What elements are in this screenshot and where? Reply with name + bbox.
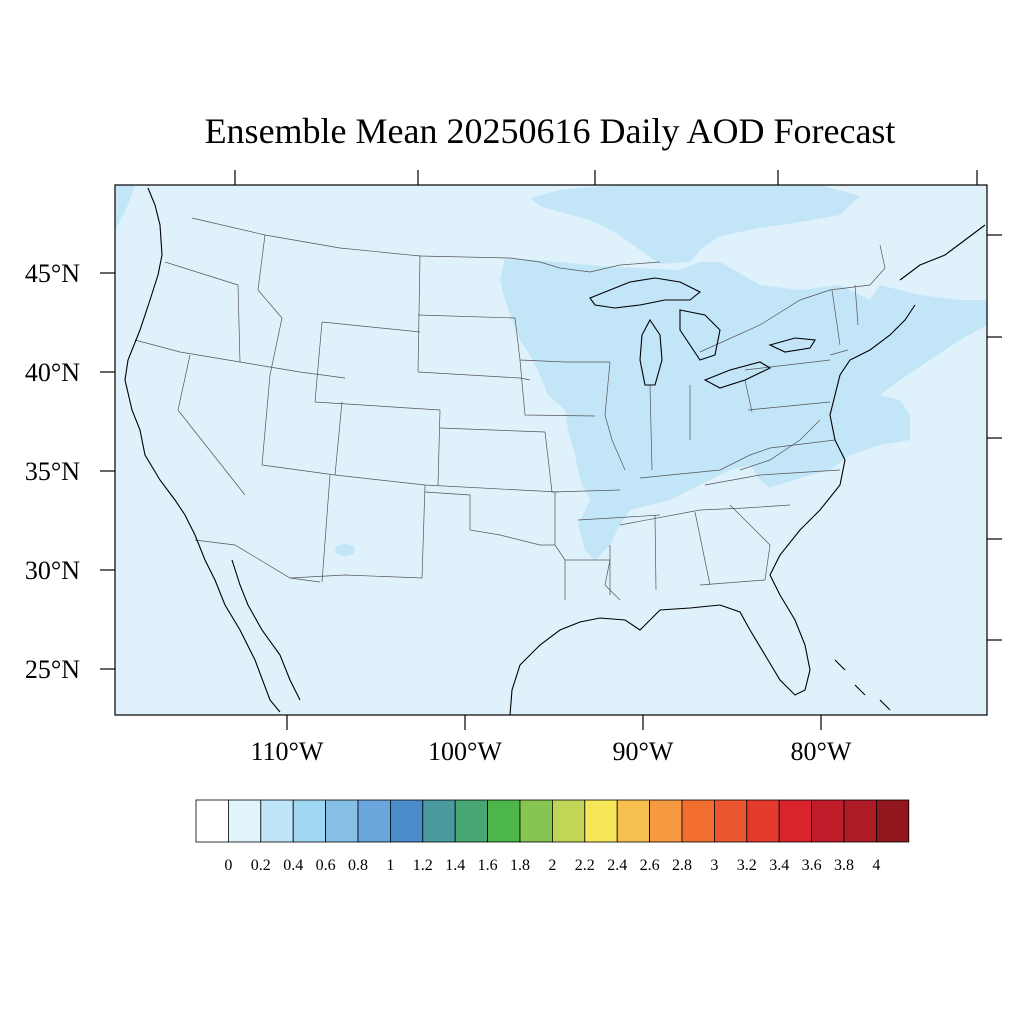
colorbar-swatch: [746, 799, 780, 843]
map-title: Ensemble Mean 20250616 Daily AOD Forecas…: [204, 111, 896, 151]
colorbar-tick-label: 2: [548, 857, 556, 874]
colorbar-tick-label: 3: [710, 857, 718, 874]
latitude-label: 30°N: [25, 556, 80, 585]
colorbar-swatch: [714, 799, 748, 843]
colorbar-tick-label: 2.2: [575, 857, 595, 874]
aod-region-central-plume: [500, 258, 987, 560]
colorbar-tick-label: 1: [386, 857, 394, 874]
atlantic-canada-coast: [899, 224, 986, 281]
colorbar-swatch: [195, 799, 229, 843]
colorbar-swatch: [389, 799, 424, 843]
colorbar-swatch: [519, 799, 553, 843]
colorbar-tick-label: 3.2: [737, 857, 757, 874]
colorbar-tick-label: 1.6: [478, 857, 498, 874]
colorbar-tick-label: 3.6: [802, 857, 822, 874]
colorbar-tick-label: 2.6: [640, 857, 660, 874]
lake-ontario: [768, 337, 816, 353]
latitude-label: 45°N: [25, 259, 80, 288]
colorbar-tick-label: 1.2: [413, 857, 433, 874]
colorbar-swatch: [876, 799, 910, 843]
aod-region-northwest: [115, 185, 135, 230]
state-boundaries: [134, 217, 886, 601]
colorbar-tick-label: 1.4: [445, 857, 465, 874]
colorbar-swatch: [681, 799, 715, 843]
colorbar-tick-label: 4: [872, 857, 880, 874]
colorbar-tick-label: 0.2: [251, 857, 271, 874]
colorbar-tick-label: 1.8: [510, 857, 530, 874]
colorbar-tick-label: 0.4: [283, 857, 303, 874]
gulf-coast: [509, 304, 916, 715]
aod-field-elevated: [115, 185, 987, 560]
axis-ticks: [100, 170, 1002, 730]
colorbar-swatch: [227, 799, 262, 843]
colorbar-swatch: [616, 799, 651, 843]
colorbar-swatch: [584, 799, 618, 843]
latitude-label: 25°N: [25, 655, 80, 684]
map-frame: [114, 184, 988, 716]
coastlines: [124, 187, 986, 715]
colorbar-tick-label: 3.4: [769, 857, 789, 874]
colorbar-swatch: [487, 799, 521, 843]
colorbar-swatch: [325, 799, 359, 843]
colorbar-swatch: [260, 799, 294, 843]
lake-huron: [679, 309, 721, 361]
colorbar-swatch: [811, 799, 845, 843]
colorbar-swatch: [292, 799, 327, 843]
colorbar-swatch: [843, 799, 877, 843]
colorbar-tick-label: 2.8: [672, 857, 692, 874]
longitude-label: 90°W: [613, 737, 674, 766]
latitude-label: 35°N: [25, 457, 80, 486]
pacific-coast: [124, 187, 281, 713]
baja-gulf-coast: [231, 559, 301, 701]
lake-michigan: [639, 318, 663, 386]
latitude-labels: 45°N 40°N 35°N 30°N 25°N: [25, 259, 80, 684]
colorbar-swatch: [422, 799, 456, 843]
longitude-label: 100°W: [428, 737, 502, 766]
longitude-label: 80°W: [791, 737, 852, 766]
colorbar-labels: 0 0.2 0.4 0.6 0.8 1 1.2 1.4 1.6 1.8 2 2.2 2.4 2.6 2.8 3…: [224, 857, 880, 874]
colorbar-tick-label: 0.6: [316, 857, 336, 874]
aod-region-north-band: [530, 185, 860, 264]
longitude-label: 110°W: [251, 737, 324, 766]
colorbar-swatch: [454, 799, 489, 843]
colorbar-tick-label: 0.8: [348, 857, 368, 874]
colorbar-swatch: [357, 799, 391, 843]
florida-keys-bahamas: [834, 659, 891, 711]
lake-superior: [589, 277, 702, 309]
longitude-labels: 110°W 100°W 90°W 80°W: [251, 737, 852, 766]
aod-region-southwest-spot: [335, 544, 355, 556]
colorbar-tick-label: 3.8: [834, 857, 854, 874]
colorbar-tick-label: 0: [224, 857, 232, 874]
latitude-label: 40°N: [25, 358, 80, 387]
lake-erie: [703, 361, 772, 389]
colorbar-swatch: [778, 799, 813, 843]
colorbar: [195, 799, 910, 843]
colorbar-tick-label: 2.4: [607, 857, 627, 874]
colorbar-swatch: [552, 799, 586, 843]
colorbar-swatch: [649, 799, 683, 843]
